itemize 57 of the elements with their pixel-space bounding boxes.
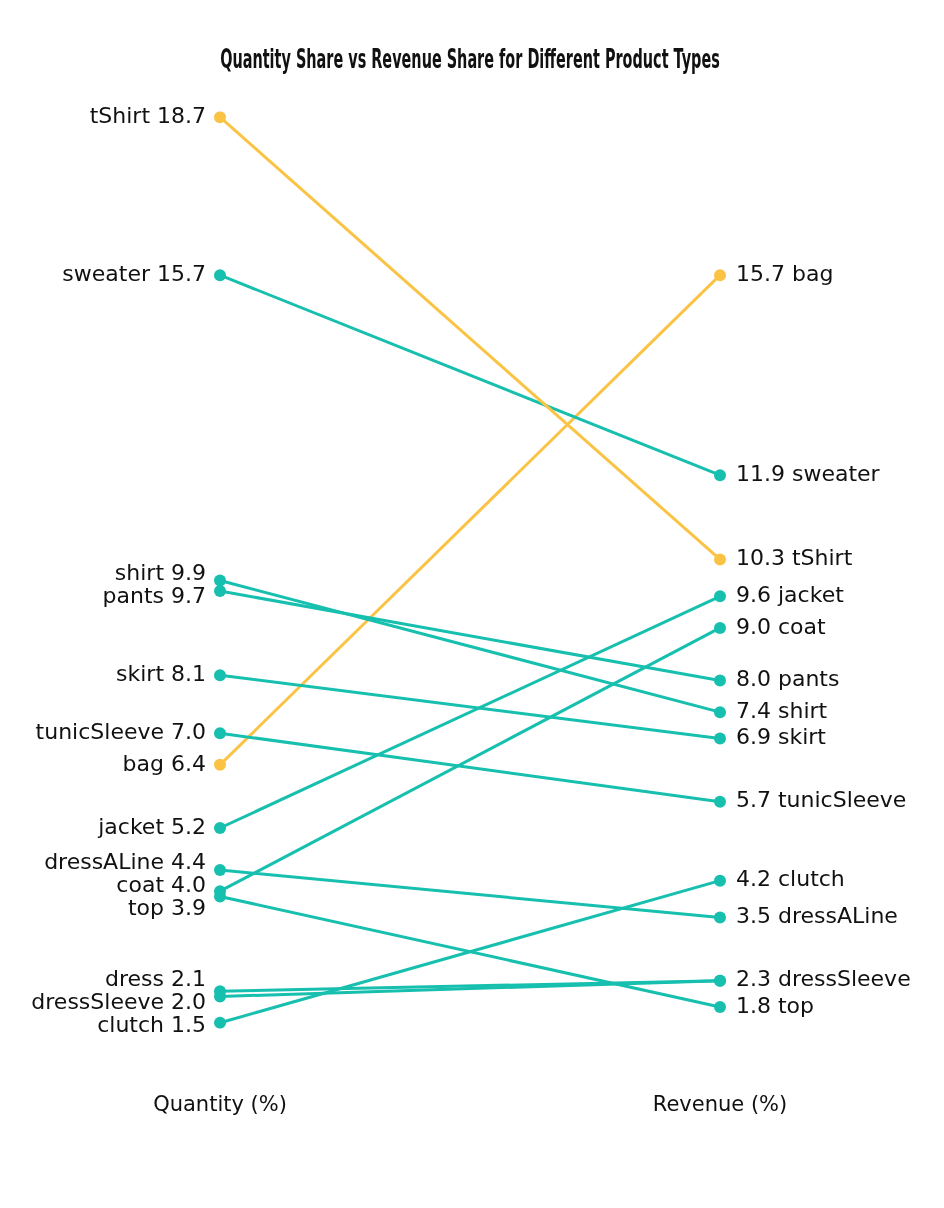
- text: tunicSleeve: [777, 787, 907, 813]
- data-label: 3.9: [171, 894, 206, 920]
- data-label: 15.7: [157, 260, 206, 286]
- data-label: 9.7: [171, 583, 206, 609]
- text: sweater: [62, 260, 151, 286]
- text: clutch: [777, 866, 845, 892]
- text: coat: [777, 613, 826, 639]
- data-label: 18.7: [157, 102, 206, 128]
- x-tick-label: Quantity (%): [153, 1091, 287, 1116]
- text: top: [127, 894, 165, 920]
- data-label: 1.5: [171, 1012, 206, 1038]
- data-label: 2.0: [171, 989, 206, 1015]
- text: top: [777, 992, 815, 1018]
- data-label: 11.9: [736, 460, 785, 486]
- text: dressALine: [777, 903, 898, 929]
- data-label: 10.3: [736, 545, 785, 571]
- text: dressALine: [44, 848, 165, 874]
- data-label: 8.1: [171, 661, 206, 687]
- text: sweater: [791, 460, 880, 486]
- text: bag: [122, 750, 165, 776]
- data-label: 7.4: [736, 697, 771, 723]
- text: jacket: [777, 582, 844, 608]
- x-tick-label: Revenue (%): [652, 1091, 788, 1116]
- text: skirt: [116, 661, 165, 687]
- text: shirt: [777, 697, 828, 723]
- data-label: 5.7: [736, 787, 771, 813]
- text: jacket: [97, 813, 165, 839]
- text: tShirt: [791, 545, 853, 571]
- text: pants: [777, 666, 840, 692]
- data-label: 9.0: [736, 613, 771, 639]
- text: shirt: [114, 560, 165, 586]
- text: tShirt: [89, 102, 151, 128]
- data-label: 4.4: [171, 848, 206, 874]
- data-label: 3.5: [736, 903, 771, 929]
- text: dressSleeve: [31, 989, 165, 1015]
- data-label: 5.2: [171, 813, 206, 839]
- text: clutch: [97, 1012, 165, 1038]
- text: dress: [105, 966, 165, 992]
- text: bag: [791, 260, 834, 286]
- data-label: 15.7: [736, 260, 785, 286]
- data-label: 2.1: [171, 966, 206, 992]
- text: skirt: [777, 724, 826, 750]
- data-label: 4.0: [171, 871, 206, 897]
- text: tunicSleeve: [35, 718, 165, 744]
- text: dressSleeve: [777, 966, 911, 992]
- data-label: 6.9: [736, 724, 771, 750]
- chart-title: Quantity Share vs Revenue Share for Different Product Types: [220, 43, 720, 75]
- data-label: 7.0: [171, 718, 206, 744]
- text: pants: [102, 583, 165, 609]
- data-label: 1.8: [736, 992, 771, 1018]
- text: coat: [116, 871, 165, 897]
- data-label: 9.9: [171, 560, 206, 586]
- data-label: 6.4: [171, 750, 206, 776]
- data-label: 8.0: [736, 666, 771, 692]
- data-label: 9.6: [736, 582, 771, 608]
- data-label: 4.2: [736, 866, 771, 892]
- data-label: 2.3: [736, 966, 771, 992]
